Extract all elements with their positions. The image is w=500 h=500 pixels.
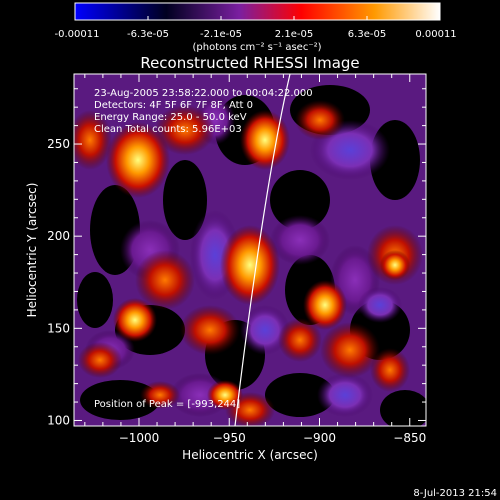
y-axis-label: Heliocentric Y (arcsec) [25,183,39,318]
colorbar-gradient [75,3,440,20]
y-tick-label: 250 [47,137,70,151]
colorbar-tick-label: 2.1e-05 [275,29,313,40]
colorbar-tick-label: -6.3e-05 [127,29,169,40]
footer-timestamp: 8-Jul-2013 21:54 [413,488,497,499]
x-tick-label: −1000 [119,431,160,445]
colorbar: -0.00011 -6.3e-05 -2.1e-05 2.1e-05 6.3e-05 0.… [55,3,457,53]
plot-title: Reconstructed RHESSI Image [140,54,359,72]
colorbar-tick-label: 0.00011 [415,29,456,40]
peak-position-label: Position of Peak = [-993,244] [94,399,240,410]
colorbar-tick-label: -2.1e-05 [200,29,242,40]
x-tick-label: −900 [303,431,336,445]
y-tick-label: 200 [47,229,70,243]
info-line-clean: Clean Total counts: 5.96E+03 [94,124,242,135]
info-line-time: 23-Aug-2005 23:58:22.000 to 00:04:22.000 [94,88,313,99]
x-axis-label: Heliocentric X (arcsec) [182,448,318,462]
x-tick-label: −850 [393,431,426,445]
y-tick-label: 150 [47,321,70,335]
x-tick-label: −950 [213,431,246,445]
y-tick-label: 100 [47,413,70,427]
info-line-detectors: Detectors: 4F 5F 6F 7F 8F, Att 0 [94,100,253,111]
colorbar-tick-label: 6.3e-05 [348,29,386,40]
colorbar-unit-label: (photons cm⁻² s⁻¹ asec⁻²) [192,42,321,53]
colorbar-tick-label: -0.00011 [55,29,100,40]
info-line-energy: Energy Range: 25.0 - 50.0 keV [94,112,247,123]
